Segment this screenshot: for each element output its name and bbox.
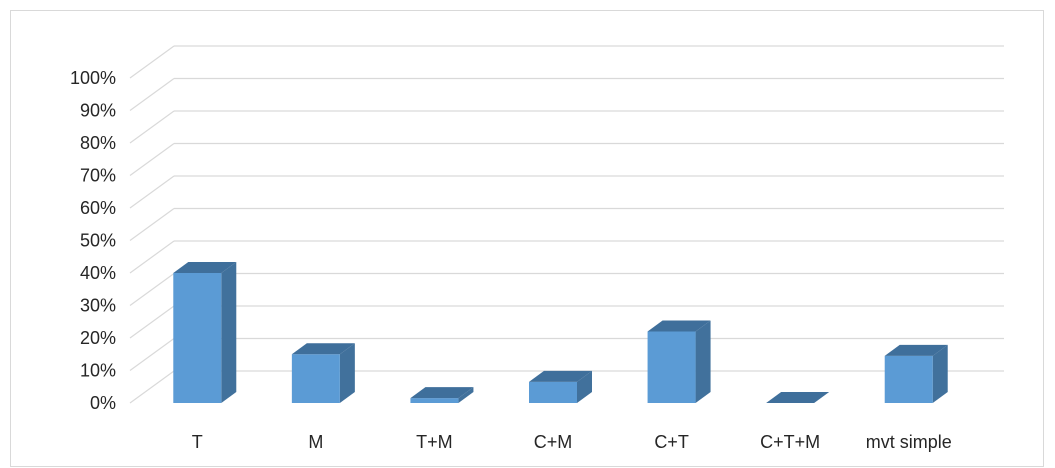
gridline-side: [129, 370, 175, 404]
bar-front: [291, 354, 340, 403]
gridline-side: [129, 240, 175, 274]
bars: [173, 262, 948, 403]
bar-front: [884, 355, 933, 403]
bar-front: [173, 273, 222, 403]
gridline-side: [129, 110, 175, 144]
y-tick-label: 50%: [80, 231, 116, 251]
bar-side: [339, 343, 355, 403]
gridline-side: [129, 305, 175, 339]
bar-c-t-m: [766, 392, 830, 403]
y-tick-label: 60%: [80, 198, 116, 218]
gridline-side: [129, 273, 175, 306]
bar-front: [529, 381, 577, 403]
x-category-label: T+M: [416, 432, 453, 452]
y-tick-label: 40%: [80, 263, 116, 283]
bar-top: [529, 370, 592, 382]
bar-top: [766, 392, 830, 403]
bar-top: [884, 344, 948, 356]
bar-side: [695, 320, 711, 403]
bar-side: [577, 370, 592, 403]
y-axis-ticks: 0% 10% 20% 30% 40% 50% 60% 70% 80% 90% 100%: [70, 68, 116, 413]
gridlines: [129, 45, 1004, 404]
bar-t: [173, 262, 237, 403]
gridline-side: [129, 143, 175, 176]
bar-side: [458, 387, 474, 403]
bar-c-t: [647, 320, 711, 403]
gridline-side: [129, 208, 175, 241]
y-tick-label: 30%: [80, 296, 116, 316]
y-tick-label: 10%: [80, 361, 116, 381]
gridline-side: [129, 338, 175, 371]
y-tick-label: 100%: [70, 68, 116, 88]
x-category-label: mvt simple: [866, 432, 952, 452]
bar-mvt-simple: [884, 344, 948, 403]
gridline-side: [129, 78, 175, 111]
bar-t-m: [410, 387, 474, 403]
y-tick-label: 90%: [80, 101, 116, 121]
bar-top: [291, 343, 355, 355]
bar-top: [410, 387, 474, 399]
bar-m: [291, 343, 355, 403]
x-axis-labels: T M T+M C+M C+T C+T+M mvt simple: [192, 432, 952, 452]
bar-front: [410, 398, 459, 403]
bar-top: [173, 262, 237, 273]
bar-side: [932, 344, 948, 403]
y-tick-label: 20%: [80, 328, 116, 348]
x-category-label: M: [308, 432, 323, 452]
bar-top: [647, 320, 711, 332]
bar-front: [647, 331, 696, 403]
x-category-label: C+T: [654, 432, 689, 452]
gridline-side: [129, 175, 175, 209]
x-category-label: T: [192, 432, 203, 452]
y-tick-label: 80%: [80, 133, 116, 153]
bar-side: [221, 262, 237, 403]
y-tick-label: 0%: [90, 393, 116, 413]
x-category-label: C+M: [534, 432, 573, 452]
gridline-side: [129, 45, 175, 79]
y-tick-label: 70%: [80, 166, 116, 186]
bar-c-m: [529, 370, 592, 403]
x-category-label: C+T+M: [760, 432, 820, 452]
